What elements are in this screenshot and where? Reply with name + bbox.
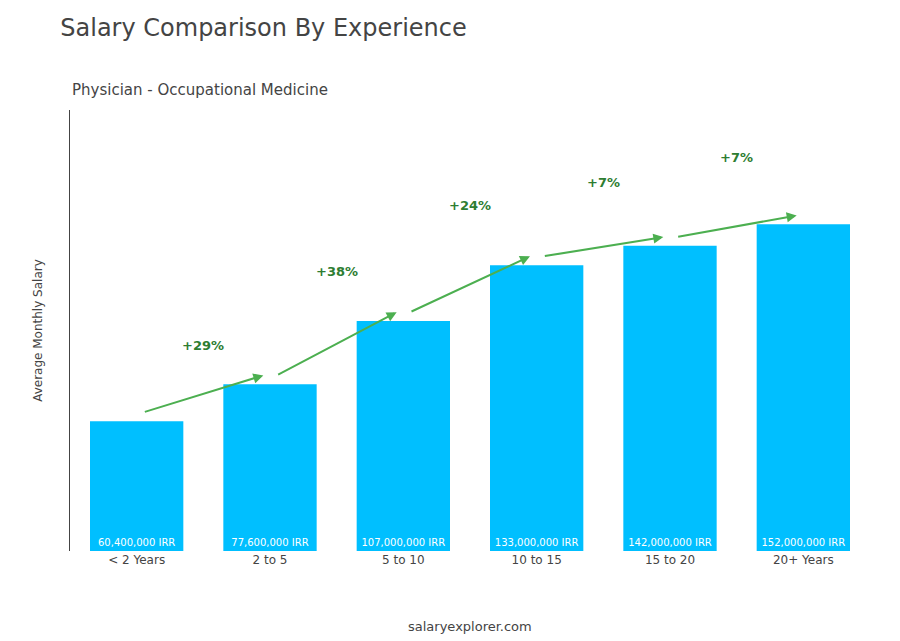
svg-text:salaryexplorer.com: salaryexplorer.com — [408, 619, 532, 634]
svg-text:+24%: +24% — [449, 198, 491, 213]
svg-text:Salary Comparison By Experienc: Salary Comparison By Experience — [60, 14, 466, 42]
svg-text:60,400,000 IRR: 60,400,000 IRR — [98, 537, 175, 548]
svg-text:107,000,000 IRR: 107,000,000 IRR — [361, 537, 445, 548]
svg-text:5 to 10: 5 to 10 — [382, 553, 425, 567]
svg-text:+38%: +38% — [316, 264, 358, 279]
svg-text:10 to 15: 10 to 15 — [512, 553, 562, 567]
svg-text:+29%: +29% — [182, 338, 224, 353]
svg-text:+7%: +7% — [720, 150, 753, 165]
svg-text:Average Monthly Salary: Average Monthly Salary — [31, 259, 45, 402]
svg-text:+7%: +7% — [587, 175, 620, 190]
svg-text:20+ Years: 20+ Years — [773, 553, 834, 567]
svg-text:15 to 20: 15 to 20 — [645, 553, 695, 567]
svg-text:77,600,000 IRR: 77,600,000 IRR — [231, 537, 308, 548]
svg-text:Physician - Occupational Medic: Physician - Occupational Medicine — [72, 81, 328, 99]
svg-text:< 2 Years: < 2 Years — [108, 553, 165, 567]
svg-text:133,000,000 IRR: 133,000,000 IRR — [495, 537, 579, 548]
svg-text:142,000,000 IRR: 142,000,000 IRR — [628, 537, 712, 548]
svg-text:2 to 5: 2 to 5 — [253, 553, 288, 567]
svg-text:152,000,000 IRR: 152,000,000 IRR — [761, 537, 845, 548]
